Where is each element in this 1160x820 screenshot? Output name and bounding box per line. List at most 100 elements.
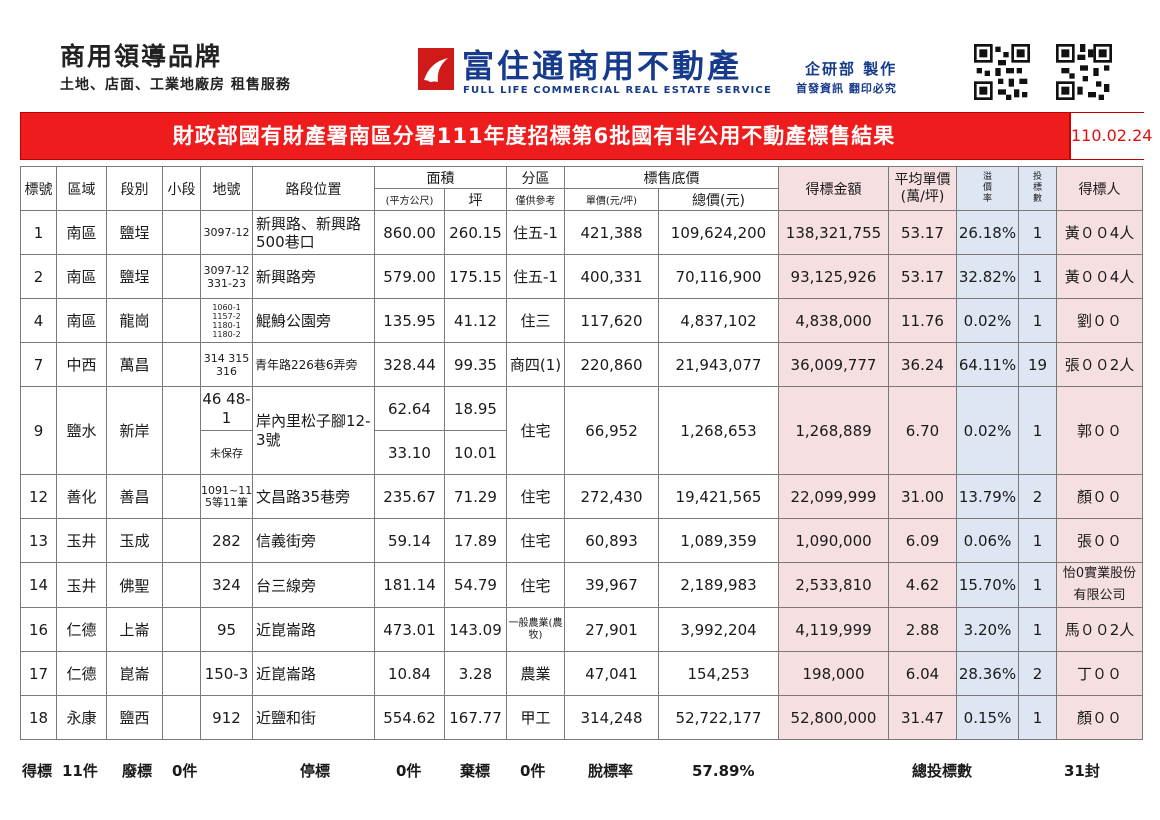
- cell-subsection: [162, 474, 201, 519]
- col-header-no: 標號: [20, 166, 57, 211]
- cell-zoning: 一般農業(農牧): [506, 607, 565, 652]
- cell-subsection: [162, 607, 201, 652]
- cell-lot: 314 315 316: [200, 342, 253, 387]
- cell-area-sqm: 135.95: [374, 298, 445, 343]
- bids-label-3: 數: [1032, 194, 1042, 204]
- brand-block: 商用領導品牌 土地、店面、工業地廠房 租售服務: [60, 42, 291, 94]
- cell-subsection: [162, 298, 201, 343]
- void-value: 0件: [172, 762, 198, 780]
- cell-area-sqm: 235.67: [374, 474, 445, 519]
- cell-lot: 324: [200, 562, 253, 608]
- table-header: 標號 區域 段別 小段 地號 路段位置 面積 分區 標售底價 得標金額 平均單價…: [20, 166, 1143, 211]
- cell-total-price: 109,624,200: [658, 210, 779, 255]
- cell-winner: 怡0實業股份有限公司: [1056, 562, 1143, 608]
- avg-unit-label: 平均單價: [894, 171, 951, 188]
- cell-winning-amount: 93,125,926: [778, 254, 889, 299]
- cell-section: 崑崙: [106, 651, 163, 696]
- cell-district: 南區: [56, 298, 107, 343]
- bids-label-2: 標: [1032, 183, 1042, 193]
- cell-road: 岸內里松子腳12-3號: [252, 386, 375, 475]
- cell-area-ping: 10.01: [444, 430, 507, 475]
- cell-no: 1: [20, 210, 57, 255]
- title-bar: 財政部國有財產署南區分署111年度招標第6批國有非公用不動產標售結果 110.0…: [20, 112, 1152, 160]
- cell-area-sqm: 328.44: [374, 342, 445, 387]
- cell-unit-price: 117,620: [564, 298, 659, 343]
- table-row: 13 玉井 玉成 282 信義街旁 59.14 17.89 住宅 60,893 …: [20, 518, 1143, 563]
- cell-premium: 15.70%: [956, 562, 1019, 608]
- cell-section: 新岸: [106, 386, 163, 475]
- table-row: 1 南區 鹽埕 3097-12 新興路、新興路500巷口 860.00 260.…: [20, 210, 1143, 255]
- cell-avg-unit: 2.88: [888, 607, 957, 652]
- cell-unit-price: 66,952: [564, 386, 659, 475]
- cell-avg-unit: 36.24: [888, 342, 957, 387]
- cell-lot: 282: [200, 518, 253, 563]
- cell-no: 14: [20, 562, 57, 608]
- rate-label: 脫標率: [588, 762, 634, 780]
- table-row: 2 南區 鹽埕 3097-12 331-23 新興路旁 579.00 175.1…: [20, 254, 1143, 299]
- cell-premium: 0.15%: [956, 695, 1019, 740]
- cell-district: 仁德: [56, 651, 107, 696]
- cell-lot: 3097-12: [200, 210, 253, 255]
- col-header-bids: 投 標 數: [1018, 166, 1057, 211]
- cell-winner: 張００2人: [1056, 342, 1143, 387]
- cell-avg-unit: 31.47: [888, 695, 957, 740]
- col-header-premium: 溢 價 率: [956, 166, 1019, 211]
- cell-area-sqm: 33.10: [374, 430, 445, 475]
- table-row: 18 永康 鹽西 912 近鹽和街 554.62 167.77 甲工 314,2…: [20, 695, 1143, 740]
- cell-premium: 28.36%: [956, 651, 1019, 696]
- cell-subsection: [162, 651, 201, 696]
- col-header-total-price: 總價(元): [658, 188, 779, 211]
- cell-bids: 2: [1018, 651, 1057, 696]
- cell-unit-price: 400,331: [564, 254, 659, 299]
- cell-no: 2: [20, 254, 57, 299]
- cell-winning-amount: 138,321,755: [778, 210, 889, 255]
- cell-winner: 丁００: [1056, 651, 1143, 696]
- cell-road: 近鹽和街: [252, 695, 375, 740]
- total-bids-value: 31封: [1064, 762, 1100, 780]
- cell-area-ping: 99.35: [444, 342, 507, 387]
- cell-road: 文昌路35巷旁: [252, 474, 375, 519]
- col-header-avg-unit: 平均單價 (萬/坪): [888, 166, 957, 211]
- cell-winner: 顏００: [1056, 474, 1143, 519]
- stop-label: 停標: [300, 762, 331, 780]
- table-row: 14 玉井 佛聖 324 台三線旁 181.14 54.79 住宅 39,967…: [20, 562, 1143, 608]
- cell-lot: 1060-1 1157-2 1180-1 1180-2: [200, 298, 253, 343]
- cell-zoning: 商四(1): [506, 342, 565, 387]
- col-header-base-price: 標售底價: [564, 166, 779, 189]
- cell-avg-unit: 6.04: [888, 651, 957, 696]
- cell-lot: 1091~1103-5等11筆: [200, 474, 253, 519]
- cell-winning-amount: 1,090,000: [778, 518, 889, 563]
- cell-section: 鹽埕: [106, 254, 163, 299]
- cell-road: 近崑崙路: [252, 607, 375, 652]
- cell-lot: 95: [200, 607, 253, 652]
- cell-area-sqm: 860.00: [374, 210, 445, 255]
- cell-no: 9: [20, 386, 57, 475]
- cell-subsection: [162, 562, 201, 608]
- cell-winning-amount: 1,268,889: [778, 386, 889, 475]
- cell-zoning: 住五-1: [506, 210, 565, 255]
- cell-no: 17: [20, 651, 57, 696]
- cell-district: 善化: [56, 474, 107, 519]
- cell-avg-unit: 53.17: [888, 210, 957, 255]
- cell-no: 13: [20, 518, 57, 563]
- cell-area-sqm: 10.84: [374, 651, 445, 696]
- cell-winning-amount: 22,099,999: [778, 474, 889, 519]
- col-header-district: 區域: [56, 166, 107, 211]
- premium-label-3: 率: [982, 194, 992, 204]
- cell-subsection: [162, 342, 201, 387]
- cell-total-price: 3,992,204: [658, 607, 779, 652]
- brand-title: 商用領導品牌: [60, 42, 223, 71]
- cell-district: 玉井: [56, 562, 107, 608]
- cell-area-ping: 17.89: [444, 518, 507, 563]
- cell-no: 16: [20, 607, 57, 652]
- cell-lot: 46 48-1: [200, 386, 253, 431]
- cell-area-ping: 18.95: [444, 386, 507, 431]
- col-header-subsection: 小段: [162, 166, 201, 211]
- cell-winning-amount: 4,119,999: [778, 607, 889, 652]
- cell-total-price: 2,189,983: [658, 562, 779, 608]
- producer-label: 企研部 製作: [805, 60, 898, 78]
- cell-subsection: [162, 386, 201, 475]
- cell-district: 玉井: [56, 518, 107, 563]
- cell-total-price: 52,722,177: [658, 695, 779, 740]
- cell-no: 7: [20, 342, 57, 387]
